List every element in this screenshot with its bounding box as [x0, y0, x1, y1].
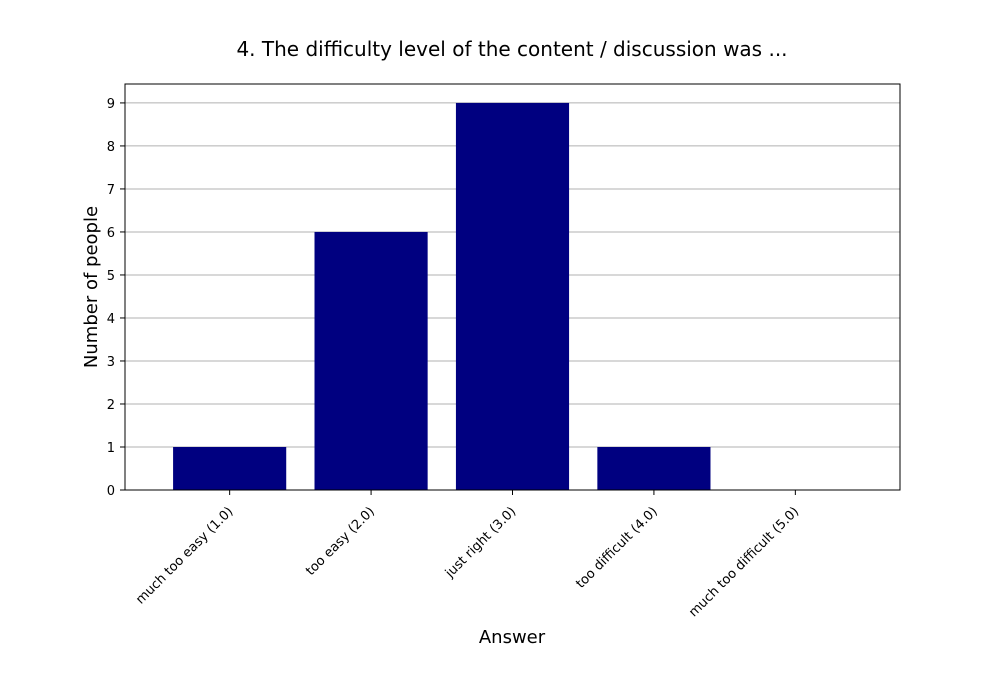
x-tick-label: much too difficult (5.0): [686, 504, 802, 620]
x-tick-label: too easy (2.0): [303, 504, 378, 579]
x-axis-ticks: much too easy (1.0) too easy (2.0) just ri…: [133, 490, 802, 620]
y-tick-label: 1: [107, 441, 115, 456]
x-axis-label: Answer: [479, 627, 546, 648]
bar: [173, 446, 287, 490]
y-axis-label: Number of people: [81, 206, 102, 368]
x-tick-label: much too easy (1.0): [133, 504, 236, 607]
y-tick-label: 0: [107, 484, 115, 499]
y-tick-label: 9: [107, 97, 115, 112]
bar: [314, 231, 428, 490]
chart-title: 4. The difficulty level of the content /…: [236, 37, 787, 61]
y-tick-label: 2: [107, 398, 115, 413]
y-tick-label: 6: [107, 226, 115, 241]
x-tick-label: too difficult (4.0): [573, 504, 660, 591]
y-tick-label: 4: [107, 312, 115, 327]
y-tick-label: 5: [107, 269, 115, 284]
x-tick-label: just right (3.0): [442, 504, 519, 581]
y-tick-label: 7: [107, 183, 115, 198]
bar: [455, 102, 570, 490]
y-tick-label: 8: [107, 140, 115, 155]
bars: [173, 102, 711, 490]
y-tick-label: 3: [107, 355, 115, 370]
y-axis-ticks: 0 1 2 3 4 5 6 7 8 9: [107, 97, 125, 499]
bar: [597, 446, 711, 490]
